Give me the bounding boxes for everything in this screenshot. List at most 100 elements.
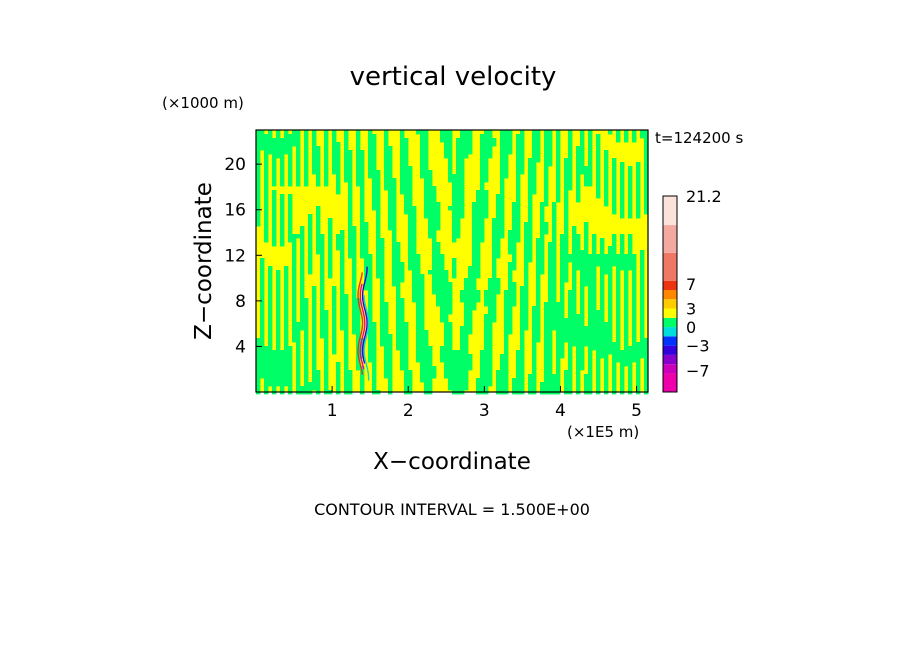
field-cell: [536, 302, 541, 307]
field-cell: [624, 270, 629, 275]
x-tick-label: 2: [403, 401, 414, 421]
field-cell: [332, 286, 337, 291]
field-cell: [604, 158, 609, 163]
field-cell: [412, 258, 417, 263]
field-cell: [480, 134, 485, 139]
field-cell: [608, 266, 613, 271]
field-cell: [512, 386, 517, 391]
field-cell: [376, 270, 381, 275]
field-cell: [256, 222, 261, 227]
field-cell: [548, 158, 553, 163]
field-cell: [452, 362, 457, 367]
field-cell: [480, 370, 485, 375]
field-cell: [368, 170, 373, 175]
field-cell: [424, 350, 429, 355]
field-cell: [284, 354, 289, 359]
field-cell: [348, 178, 353, 183]
field-cell: [464, 154, 469, 159]
field-cell: [456, 198, 461, 203]
field-cell: [444, 342, 449, 347]
field-cell: [536, 266, 541, 271]
field-cell: [460, 134, 465, 139]
field-cell: [264, 150, 269, 155]
field-cell: [532, 322, 537, 327]
field-cell: [348, 246, 353, 251]
field-cell: [260, 258, 265, 263]
field-cell: [392, 194, 397, 199]
field-cell: [644, 178, 649, 183]
field-cell: [388, 334, 393, 339]
field-cell: [428, 370, 433, 375]
field-cell: [556, 354, 561, 359]
field-cell: [568, 350, 573, 355]
field-cell: [548, 342, 553, 347]
field-cell: [472, 210, 477, 215]
field-cell: [580, 170, 585, 175]
field-cell: [464, 298, 469, 303]
field-cell: [468, 294, 473, 299]
field-cell: [356, 302, 361, 307]
field-cell: [320, 290, 325, 295]
field-cell: [492, 250, 497, 255]
field-cell: [572, 338, 577, 343]
field-cell: [496, 222, 501, 227]
field-cell: [380, 238, 385, 243]
field-cell: [372, 206, 377, 211]
field-cell: [400, 314, 405, 319]
field-cell: [404, 158, 409, 163]
field-cell: [548, 310, 553, 315]
field-cell: [596, 334, 601, 339]
field-cell: [600, 318, 605, 323]
field-cell: [624, 338, 629, 343]
field-cell: [640, 334, 645, 339]
field-cell: [296, 346, 301, 351]
field-cell: [384, 306, 389, 311]
field-cell: [568, 134, 573, 139]
field-cell: [524, 282, 529, 287]
field-cell: [560, 302, 565, 307]
field-cell: [392, 250, 397, 255]
field-cell: [304, 182, 309, 187]
field-cell: [484, 210, 489, 215]
field-cell: [456, 162, 461, 167]
field-cell: [444, 298, 449, 303]
field-cell: [540, 222, 545, 227]
field-cell: [352, 290, 357, 295]
field-cell: [620, 174, 625, 179]
field-cell: [456, 154, 461, 159]
field-cell: [444, 150, 449, 155]
field-cell: [560, 330, 565, 335]
field-cell: [608, 250, 613, 255]
field-cell: [580, 158, 585, 163]
field-cell: [488, 322, 493, 327]
field-cell: [276, 342, 281, 347]
field-cell: [576, 342, 581, 347]
field-cell: [256, 174, 261, 179]
field-cell: [468, 330, 473, 335]
field-cell: [396, 250, 401, 255]
field-cell: [484, 298, 489, 303]
field-cell: [552, 374, 557, 379]
field-cell: [444, 286, 449, 291]
field-cell: [332, 302, 337, 307]
field-cell: [556, 162, 561, 167]
field-cell: [440, 290, 445, 295]
field-cell: [536, 314, 541, 319]
field-cell: [484, 174, 489, 179]
field-cell: [564, 382, 569, 387]
field-cell: [488, 138, 493, 143]
field-cell: [508, 306, 513, 311]
field-cell: [484, 350, 489, 355]
field-cell: [544, 326, 549, 331]
field-cell: [436, 242, 441, 247]
field-cell: [400, 350, 405, 355]
field-cell: [476, 202, 481, 207]
field-cell: [604, 342, 609, 347]
field-cell: [504, 326, 509, 331]
field-cell: [616, 270, 621, 275]
field-cell: [564, 318, 569, 323]
field-cell: [496, 210, 501, 215]
field-cell: [328, 246, 333, 251]
field-cell: [476, 238, 481, 243]
field-cell: [624, 310, 629, 315]
